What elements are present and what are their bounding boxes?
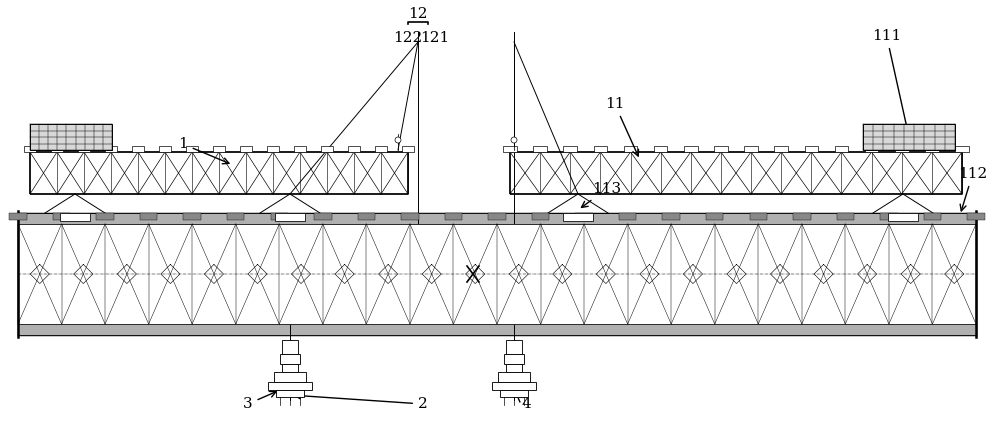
Bar — [865, 146, 878, 152]
Bar — [271, 213, 288, 220]
Text: 113: 113 — [581, 182, 621, 207]
Bar — [240, 146, 252, 152]
Text: 121: 121 — [420, 31, 450, 45]
Bar — [267, 146, 279, 152]
Bar — [498, 372, 530, 382]
Bar — [282, 364, 298, 372]
Bar — [78, 146, 90, 152]
Bar — [227, 213, 244, 220]
Bar — [282, 340, 298, 354]
Bar — [105, 146, 117, 152]
Bar — [213, 146, 225, 152]
Bar — [30, 124, 112, 150]
Bar — [488, 213, 506, 220]
Bar — [744, 146, 758, 152]
Bar — [563, 213, 593, 221]
Bar — [575, 213, 593, 220]
Bar — [445, 213, 462, 220]
Bar — [358, 213, 375, 220]
Bar — [24, 146, 36, 152]
Bar — [401, 213, 419, 220]
Bar — [774, 146, 788, 152]
Circle shape — [511, 137, 517, 143]
Text: 2: 2 — [294, 392, 428, 411]
Text: 122: 122 — [393, 31, 423, 45]
Bar — [18, 213, 976, 335]
Bar — [594, 146, 607, 152]
Circle shape — [395, 137, 401, 143]
Text: 1: 1 — [178, 137, 229, 164]
Text: 112: 112 — [958, 167, 987, 211]
Text: 111: 111 — [872, 29, 910, 133]
Bar — [53, 213, 70, 220]
Bar — [863, 124, 955, 150]
Bar — [348, 146, 360, 152]
Bar — [895, 146, 909, 152]
Bar — [837, 213, 854, 220]
Bar — [96, 213, 114, 220]
Bar — [714, 146, 728, 152]
Bar — [503, 146, 517, 152]
Bar — [294, 146, 306, 152]
Bar — [925, 146, 939, 152]
Bar — [492, 382, 536, 390]
Bar — [533, 146, 547, 152]
Bar — [314, 213, 332, 220]
Bar — [706, 213, 723, 220]
Bar — [186, 146, 198, 152]
Bar — [500, 390, 528, 397]
Bar — [793, 213, 811, 220]
Bar — [275, 213, 305, 221]
Bar — [9, 213, 27, 220]
Text: 12: 12 — [408, 7, 428, 21]
Bar — [375, 146, 387, 152]
Bar — [532, 213, 549, 220]
Bar — [60, 213, 90, 221]
Bar — [276, 390, 304, 397]
Bar — [18, 213, 976, 224]
Bar — [684, 146, 698, 152]
Text: 3: 3 — [243, 391, 276, 411]
Bar — [624, 146, 637, 152]
Bar — [750, 213, 767, 220]
Bar — [274, 372, 306, 382]
Bar — [563, 146, 577, 152]
Bar — [805, 146, 818, 152]
Text: 11: 11 — [605, 97, 638, 156]
Bar — [51, 146, 63, 152]
Bar — [280, 354, 300, 364]
Bar — [132, 146, 144, 152]
Bar — [506, 364, 522, 372]
Text: 4: 4 — [517, 396, 532, 411]
Bar — [506, 340, 522, 354]
Bar — [835, 146, 848, 152]
Bar — [159, 146, 171, 152]
Bar — [924, 213, 941, 220]
Bar — [888, 213, 918, 221]
Bar — [183, 213, 201, 220]
Bar — [880, 213, 898, 220]
Bar — [402, 146, 414, 152]
Bar — [140, 213, 157, 220]
Bar — [619, 213, 636, 220]
Bar — [967, 213, 985, 220]
Bar — [955, 146, 969, 152]
Bar — [504, 354, 524, 364]
Bar — [268, 382, 312, 390]
Bar — [18, 324, 976, 335]
Bar — [321, 146, 333, 152]
Bar — [654, 146, 667, 152]
Bar — [662, 213, 680, 220]
